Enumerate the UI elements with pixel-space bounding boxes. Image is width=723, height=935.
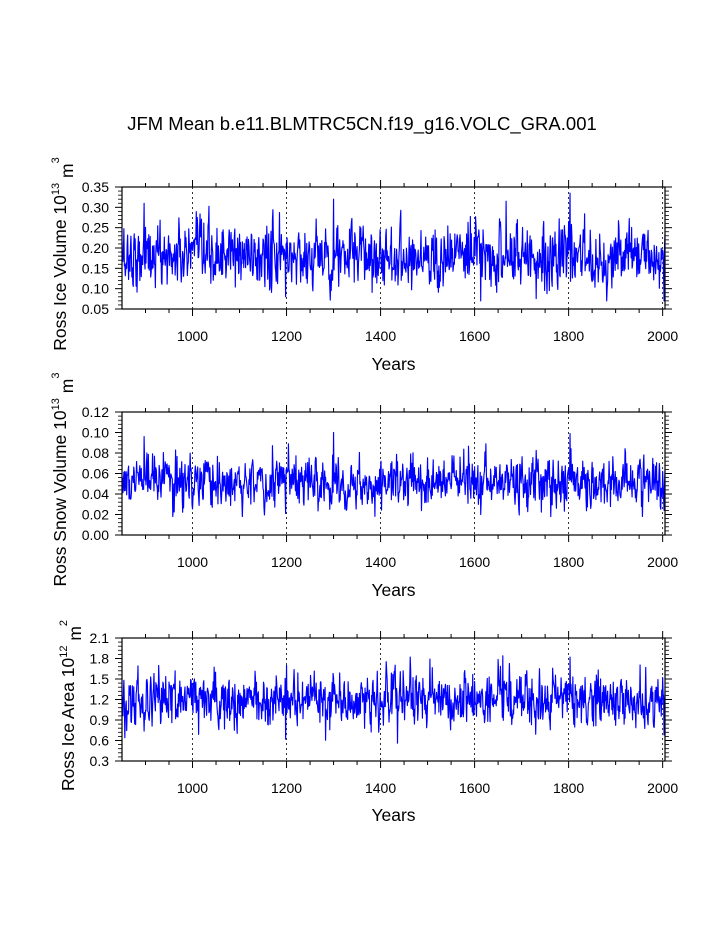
x-tick-label: 1000 [177,554,208,570]
y-tick-label: 0.6 [90,733,110,749]
y-axis-label: Ross Ice Volume 1013 m3 [50,157,77,350]
y-tick-label: 0.9 [90,712,110,728]
y-axis-label-part: 13 [50,398,62,410]
y-tick-label: 0.05 [82,301,109,317]
series-line-snow-volume [121,431,666,518]
y-tick-label: 0.12 [82,404,109,420]
y-axis-label-part: 13 [50,183,62,195]
x-tick-label: 1800 [553,328,584,344]
y-axis-label-part: m [57,163,77,182]
x-tick-label: 1000 [177,328,208,344]
x-tick-label: 1400 [365,328,396,344]
y-axis-label-part: 2 [58,620,70,626]
panel-snow-volume: 1000 1200 1400 1600 1800 2000 0.00 0.02 0.04 0.06… [50,373,678,600]
x-tick-label: 1400 [365,780,396,796]
x-tick-label: 1600 [459,554,490,570]
y-tick-label: 0.20 [82,240,109,256]
x-tick-label: 1800 [553,554,584,570]
y-tick-label: 0.04 [82,486,109,502]
x-axis-label: Years [371,805,415,825]
y-tick-label: 0.08 [82,445,109,461]
y-tick-label: 1.5 [90,671,110,687]
y-axis-label-part: 12 [58,646,70,658]
y-axis-label-part: 3 [50,373,62,379]
panel-ice-volume: 1000 1200 1400 1600 1800 2000 0.05 0.10 0.15 0.20… [50,157,678,374]
y-tick-label: 0.35 [82,179,109,195]
y-tick-label: 2.1 [90,630,110,646]
y-axis-label-part: m [65,626,85,645]
y-tick-label: 0.3 [90,753,110,769]
y-axis-label-part: 3 [50,157,62,163]
y-tick-label: 1.8 [90,651,110,667]
y-axis-label: Ross Snow Volume 1013 m3 [50,373,77,587]
series-line-ice-area [121,655,666,744]
figure-title: JFM Mean b.e11.BLMTRC5CN.f19_g16.VOLC_GR… [127,113,597,135]
y-tick-label: 1.2 [90,692,110,708]
x-tick-label: 1800 [553,780,584,796]
y-axis-label-part: Ross Ice Volume 10 [50,195,70,351]
y-axis-label-part: m [57,379,77,398]
x-axis-label: Years [371,580,415,600]
x-tick-label: 1000 [177,780,208,796]
y-tick-label: 0.02 [82,507,109,523]
y-tick-label: 0.10 [82,281,109,297]
y-tick-label: 0.15 [82,260,109,276]
y-axis-label: Ross Ice Area 1012 m2 [58,620,85,791]
y-tick-label: 0.30 [82,199,109,215]
x-tick-label: 2000 [647,554,678,570]
x-tick-label: 1400 [365,554,396,570]
x-tick-label: 2000 [647,328,678,344]
x-tick-label: 1200 [271,328,302,344]
y-tick-label: 0.25 [82,220,109,236]
x-tick-label: 1600 [459,780,490,796]
series-line-ice-volume [121,192,666,302]
x-tick-label: 1600 [459,328,490,344]
x-tick-label: 1200 [271,554,302,570]
x-tick-label: 1200 [271,780,302,796]
y-axis-label-part: Ross Ice Area 10 [58,658,78,792]
x-tick-label: 2000 [647,780,678,796]
x-axis-label: Years [371,354,415,374]
y-axis-label-part: Ross Snow Volume 10 [50,410,70,586]
y-tick-label: 0.10 [82,425,109,441]
chart-panels: 1000 1200 1400 1600 1800 2000 0.05 0.10 0.15 0.20… [50,157,678,825]
y-tick-label: 0.00 [82,527,109,543]
panel-ice-area: 1000 1200 1400 1600 1800 2000 0.3 0.6 0.9 1.2 1.5 1… [58,620,678,825]
y-tick-label: 0.06 [82,466,109,482]
